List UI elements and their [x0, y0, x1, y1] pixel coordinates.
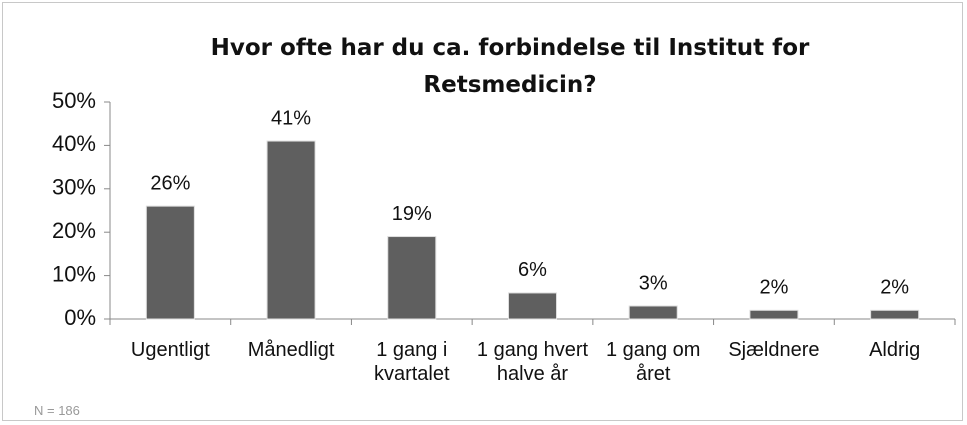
bar [628, 305, 678, 320]
x-tick-label: 1 gang om året [605, 339, 701, 385]
y-tick-label: 30% [52, 175, 96, 200]
data-label: 41% [271, 107, 311, 129]
data-label: 26% [150, 172, 190, 194]
x-tick-label: Aldrig [869, 339, 921, 361]
y-tick-label: 0% [64, 305, 96, 330]
data-label: 2% [759, 277, 788, 299]
data-label: 2% [880, 277, 909, 299]
data-label: 3% [639, 272, 668, 294]
chart-title: Hvor ofte har du ca. forbindelse til Ins… [210, 35, 810, 98]
bar [266, 140, 316, 320]
y-tick-label: 20% [52, 218, 96, 243]
bar [508, 292, 557, 320]
bar [870, 309, 920, 320]
x-tick-label: Sjældnere [728, 339, 820, 361]
bar [145, 205, 195, 320]
bar [749, 309, 799, 320]
y-tick-label: 40% [52, 131, 96, 156]
x-tick-label: 1 gang hvert halve år [476, 339, 589, 385]
y-tick-label: 50% [52, 88, 96, 113]
x-tick-label: 1 gang i kvartalet [373, 339, 450, 385]
y-tick-label: 10% [52, 261, 96, 286]
note: N = 186 [34, 403, 80, 418]
bar [387, 236, 437, 320]
data-label: 19% [392, 203, 432, 225]
x-tick-label: Ugentligt [130, 339, 210, 361]
x-tick-label: Månedligt [247, 339, 335, 361]
data-label: 6% [518, 259, 547, 281]
chart-frame [2, 2, 963, 421]
